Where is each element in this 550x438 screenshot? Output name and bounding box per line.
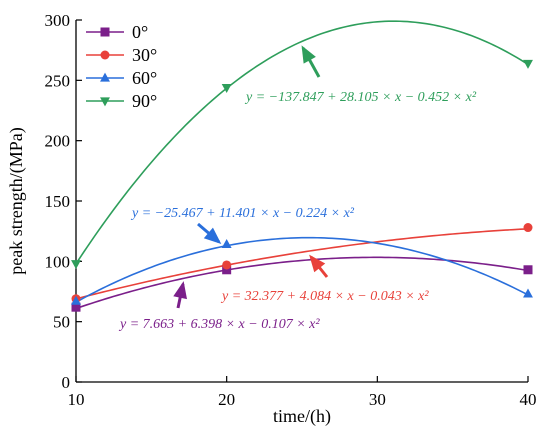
fit-curve-0 [75,256,529,310]
legend: 0° 30° 60° 90° [86,22,157,111]
x-tick-label: 20 [218,390,235,409]
data-point-3-2 [523,59,533,69]
arrow-90 [301,45,321,78]
data-point-2-2 [523,288,533,298]
y-tick-label: 150 [45,192,71,211]
data-point-0-0 [71,302,81,312]
legend-label-3: 90° [132,91,157,111]
arrow-30 [309,254,329,278]
fit-curve-1 [75,228,529,300]
equation-90: y = −137.847 + 28.105 × x − 0.452 × x² [244,90,477,105]
legend-marker-2 [100,72,110,82]
fit-curve-2 [75,236,529,303]
y-tick-label: 50 [53,313,70,332]
y-tick-label: 0 [62,373,71,392]
y-tick-label: 100 [45,252,71,271]
equation-30: y = 32.377 + 4.084 × x − 0.043 × x² [220,289,429,304]
ticks: 10 20 30 40 0 50 100 150 200 250 300 [45,11,537,409]
equation-0: y = 7.663 + 6.398 × x − 0.107 × x² [118,317,320,332]
legend-marker-3 [100,97,110,107]
legend-marker-0 [100,27,110,37]
fit-curves [75,20,529,310]
legend-label-1: 30° [132,45,157,65]
data-point-0-1 [222,265,232,275]
data-point-0-2 [523,265,533,275]
y-tick-label: 300 [45,11,71,30]
arrow-0 [173,281,187,309]
x-axis-title: time/(h) [273,406,331,427]
x-tick-label: 10 [68,390,85,409]
data-point-1-1 [222,260,232,270]
equation-60: y = −25.467 + 11.401 × x − 0.224 × x² [130,206,355,221]
data-point-2-0 [71,295,81,305]
data-point-2-1 [221,239,232,249]
data-point-3-0 [71,260,81,270]
legend-marker-1 [100,50,110,60]
annotation-arrows [173,45,329,309]
data-points [71,59,533,312]
annotations: y = −137.847 + 28.105 × x − 0.452 × x² y… [118,90,477,332]
legend-label-2: 60° [132,68,157,88]
y-tick-label: 200 [45,132,71,151]
data-point-1-2 [523,223,533,233]
x-tick-label: 30 [369,390,386,409]
data-point-3-1 [221,83,232,93]
arrow-60 [197,222,222,244]
legend-label-0: 0° [132,22,148,42]
y-tick-label: 250 [45,71,71,90]
fit-curve-3 [75,20,529,265]
y-axis-title: peak strength/(MPa) [6,127,27,274]
x-tick-label: 40 [520,390,537,409]
